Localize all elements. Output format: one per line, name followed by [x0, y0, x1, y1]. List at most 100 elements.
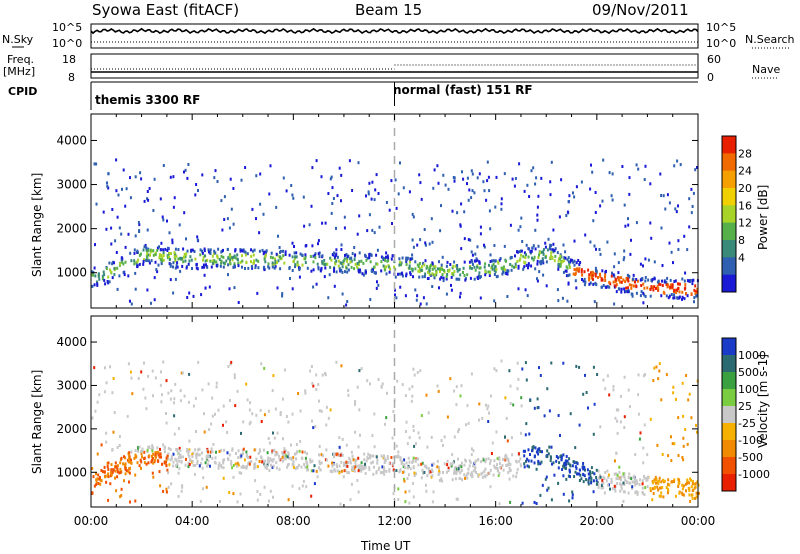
echo-cell — [354, 430, 357, 434]
echo-cell — [602, 378, 605, 382]
echo-cell — [674, 279, 677, 283]
echo-cell — [421, 461, 424, 465]
echo-cell — [485, 403, 487, 407]
echo-cell — [320, 268, 323, 272]
echo-cell — [107, 467, 110, 471]
echo-cell — [446, 273, 449, 276]
echo-cell — [377, 192, 380, 195]
echo-cell — [241, 259, 244, 263]
echo-cell — [139, 450, 142, 453]
colorbar-tick-label: 16 — [738, 199, 752, 212]
echo-cell — [158, 245, 160, 249]
echo-cell — [185, 266, 188, 270]
echo-cell — [295, 466, 298, 469]
echo-cell — [628, 176, 631, 180]
echo-cell — [146, 255, 148, 259]
echo-cell — [397, 192, 400, 196]
echo-cell — [287, 498, 290, 502]
echo-cell — [416, 371, 419, 374]
nave-tick-bottom: 0 — [707, 71, 714, 84]
echo-cell — [194, 464, 197, 467]
echo-cell — [626, 277, 629, 281]
echo-cell — [317, 252, 320, 256]
echo-cell — [367, 192, 370, 196]
echo-cell — [374, 271, 377, 275]
echo-cell — [438, 469, 441, 473]
echo-cell — [114, 465, 116, 469]
echo-cell — [613, 472, 616, 476]
echo-cell — [584, 373, 586, 377]
echo-cell — [223, 218, 226, 221]
echo-cell — [613, 265, 616, 269]
nsearch-tick-bottom: 10^0 — [706, 37, 737, 50]
echo-cell — [485, 198, 488, 202]
echo-cell — [599, 473, 601, 477]
echo-cell — [660, 494, 662, 498]
echo-cell — [489, 468, 492, 472]
echo-cell — [460, 202, 463, 206]
echo-cell — [527, 266, 529, 270]
echo-cell — [660, 480, 663, 484]
echo-cell — [593, 300, 596, 304]
echo-cell — [405, 272, 408, 276]
echo-cell — [153, 177, 156, 181]
echo-cell — [584, 468, 586, 472]
echo-cell — [283, 450, 286, 454]
echo-cell — [426, 474, 429, 478]
echo-cell — [152, 253, 155, 257]
ytick-label: 3000 — [56, 178, 87, 192]
echo-cell — [211, 450, 214, 453]
echo-cell — [113, 273, 116, 277]
echo-cell — [424, 483, 427, 487]
echo-cell — [110, 242, 113, 246]
echo-cell — [390, 179, 393, 183]
echo-cell — [304, 244, 307, 248]
echo-cell — [677, 287, 680, 291]
echo-cell — [336, 194, 339, 198]
echo-cell — [244, 253, 247, 257]
echo-cell — [153, 298, 156, 302]
echo-cell — [318, 466, 320, 470]
echo-cell — [595, 247, 597, 251]
echo-cell — [264, 253, 267, 257]
echo-cell — [151, 369, 154, 373]
echo-cell — [318, 399, 320, 403]
echo-cell — [103, 465, 106, 469]
echo-cell — [637, 393, 640, 397]
echo-cell — [522, 255, 525, 259]
echo-cell — [651, 285, 654, 289]
power-colorbar-label: Power [dB] — [756, 184, 770, 250]
echo-cell — [513, 184, 516, 188]
echo-cell — [623, 415, 626, 419]
echo-cell — [486, 407, 489, 411]
echo-cell — [376, 461, 379, 465]
colorbar-tick-label: -1000 — [738, 468, 770, 481]
echo-cell — [354, 465, 357, 469]
echo-cell — [160, 370, 162, 374]
echo-cell — [360, 259, 363, 263]
echo-cell — [578, 472, 581, 476]
echo-cell — [411, 394, 414, 398]
echo-cell — [685, 489, 687, 493]
echo-cell — [463, 463, 466, 467]
echo-cell — [240, 454, 243, 458]
echo-cell — [112, 377, 115, 380]
echo-cell — [672, 296, 675, 300]
echo-cell — [684, 428, 687, 431]
echo-cell — [133, 248, 136, 252]
echo-cell — [165, 412, 167, 415]
echo-cell — [345, 303, 348, 307]
echo-cell — [419, 181, 422, 185]
echo-cell — [418, 173, 421, 177]
echo-cell — [130, 450, 133, 454]
echo-cell — [415, 298, 418, 302]
echo-cell — [550, 445, 553, 449]
echo-cell — [110, 468, 113, 472]
echo-cell — [671, 442, 674, 446]
nsearch-label: N.Search — [745, 33, 795, 46]
echo-cell — [122, 168, 125, 172]
echo-cell — [183, 394, 186, 398]
echo-cell — [358, 214, 361, 218]
echo-cell — [232, 187, 235, 190]
echo-cell — [658, 369, 661, 373]
